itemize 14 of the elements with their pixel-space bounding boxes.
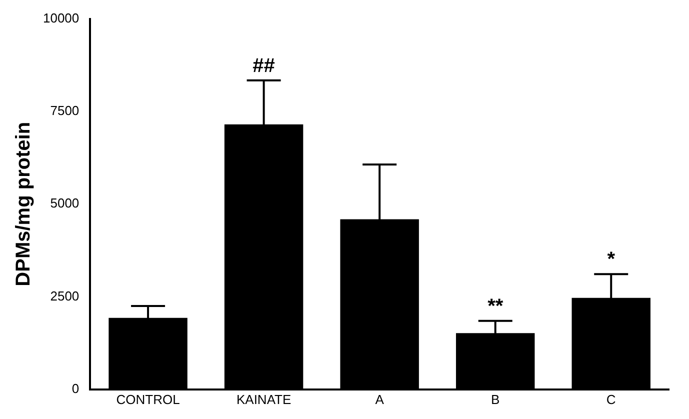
y-tick-label: 7500: [50, 103, 80, 118]
annotation: **: [488, 295, 504, 318]
annotation: *: [607, 248, 616, 271]
x-tick-label: A: [375, 392, 384, 407]
annotation: ##: [252, 54, 275, 77]
x-tick-label: KAINATE: [236, 392, 292, 407]
y-tick-label: 5000: [50, 196, 80, 211]
x-tick-label: C: [606, 392, 616, 407]
y-tick-label: 2500: [50, 288, 80, 304]
y-tick-label: 10000: [42, 10, 80, 26]
y-tick-label: 0: [72, 380, 80, 396]
y-axis-title: DPMs/mg protein: [12, 122, 35, 286]
x-tick-label: CONTROL: [116, 392, 180, 407]
x-tick-label: B: [491, 392, 500, 407]
